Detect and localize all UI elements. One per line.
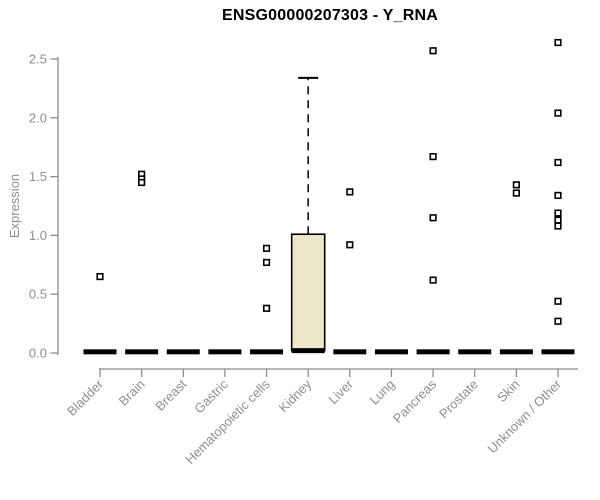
- outlier-point-unknown-other: [554, 317, 562, 325]
- median-bar-unknown-other: [541, 349, 575, 355]
- outlier-point-pancreas: [429, 214, 437, 222]
- median-bar-breast: [166, 349, 200, 355]
- x-tick-label-prostate: Prostate: [436, 377, 481, 422]
- outlier-point-unknown-other: [554, 209, 562, 217]
- outlier-point-brain: [138, 178, 146, 187]
- median-bar-gastric: [208, 349, 242, 355]
- boxplot-hematopoietic-cells: [250, 244, 284, 355]
- outlier-point-pancreas: [429, 276, 437, 284]
- median-bar-prostate: [458, 349, 492, 355]
- x-tick-label-group: Breast: [152, 376, 189, 413]
- x-tick-label-group: Pancreas: [390, 376, 440, 426]
- outlier-point-unknown-other: [554, 109, 562, 117]
- y-tick-label: 1.5: [29, 169, 47, 184]
- boxplot-liver: [333, 188, 367, 355]
- median-bar-pancreas: [416, 349, 450, 355]
- y-tick-label: 2.0: [29, 110, 47, 125]
- median-bar-hematopoietic-cells: [250, 349, 284, 355]
- boxplot-pancreas: [416, 47, 450, 355]
- outlier-point-hematopoietic-cells: [262, 258, 271, 267]
- outlier-point-unknown-other: [554, 38, 562, 47]
- outlier-point-liver: [346, 188, 354, 196]
- box-kidney: [290, 233, 326, 352]
- x-tick-label-group: Lung: [367, 377, 398, 408]
- outlier-point-pancreas: [429, 153, 437, 161]
- boxplot-brain: [125, 170, 159, 355]
- x-tick-label-breast: Breast: [152, 376, 189, 413]
- boxplot-lung: [374, 349, 408, 355]
- outlier-point-unknown-other: [554, 191, 562, 200]
- boxplot-unknown-other: [541, 38, 575, 355]
- x-tick-label-brain: Brain: [116, 377, 148, 409]
- x-tick-label-bladder: Bladder: [64, 376, 107, 419]
- outlier-point-liver: [346, 241, 354, 249]
- median-bar-skin: [499, 349, 533, 355]
- outlier-point-unknown-other: [554, 222, 562, 230]
- outlier-point-hematopoietic-cells: [262, 244, 271, 252]
- x-tick-label-group: Brain: [116, 377, 148, 409]
- y-tick-label: 0.5: [29, 287, 47, 302]
- x-tick-label-skin: Skin: [494, 377, 522, 405]
- boxplot-kidney: [290, 76, 326, 354]
- boxplot-bladder: [83, 272, 117, 355]
- median-bar-liver: [333, 349, 367, 355]
- outlier-point-bladder: [96, 272, 104, 281]
- y-tick-label: 2.5: [29, 52, 47, 67]
- x-tick-label-group: Gastric: [191, 376, 231, 416]
- median-bar-bladder: [83, 349, 117, 355]
- x-tick-label-group: Unknown / Other: [485, 376, 565, 456]
- chart-title: ENSG00000207303 - Y_RNA: [222, 7, 438, 24]
- outlier-point-unknown-other: [554, 158, 562, 167]
- boxplot-prostate: [458, 349, 492, 355]
- boxplot-breast: [166, 349, 200, 355]
- outlier-point-unknown-other: [554, 216, 562, 224]
- x-tick-label-group: Prostate: [436, 377, 481, 422]
- x-tick-label-group: Bladder: [64, 376, 107, 419]
- x-tick-label-group: Kidney: [276, 376, 315, 415]
- outlier-point-hematopoietic-cells: [262, 304, 271, 312]
- median-bar-lung: [374, 349, 408, 355]
- boxplot-skin: [499, 181, 533, 355]
- boxplot-gastric: [208, 349, 242, 355]
- x-tick-label-kidney: Kidney: [276, 376, 315, 415]
- x-tick-label-gastric: Gastric: [191, 376, 231, 416]
- x-tick-label-unknown-other: Unknown / Other: [485, 376, 565, 456]
- x-tick-label-group: Skin: [494, 377, 522, 405]
- outlier-point-skin: [512, 181, 520, 189]
- outlier-point-skin: [512, 189, 520, 197]
- y-tick-label: 1.0: [29, 228, 47, 243]
- median-bar-brain: [125, 349, 159, 355]
- median-bar-kidney: [291, 348, 325, 354]
- x-tick-label-pancreas: Pancreas: [390, 376, 440, 426]
- x-tick-label-group: Liver: [325, 376, 356, 407]
- y-tick-label: 0.0: [29, 346, 47, 361]
- x-tick-label-lung: Lung: [367, 377, 398, 408]
- outlier-point-pancreas: [429, 47, 437, 55]
- outlier-point-unknown-other: [554, 297, 562, 305]
- x-tick-label-liver: Liver: [325, 376, 356, 407]
